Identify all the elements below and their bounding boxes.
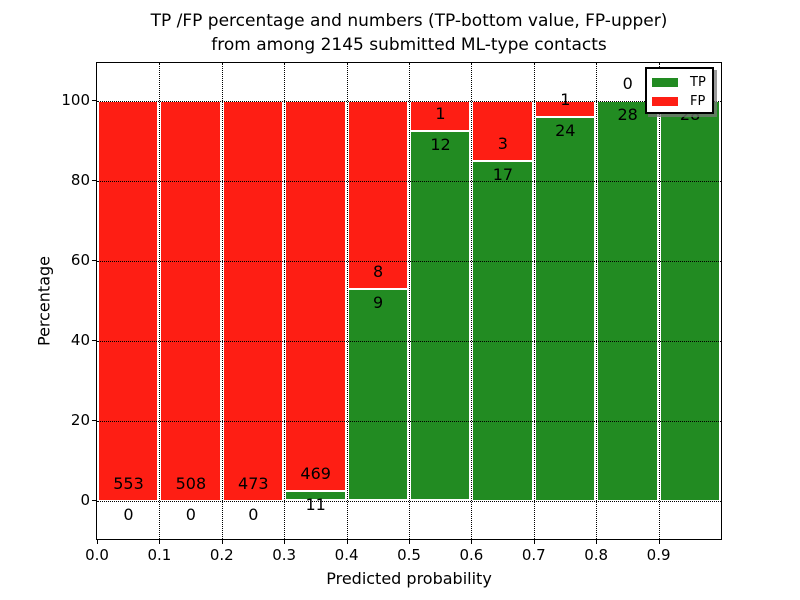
x-tick-mark [596,540,598,544]
x-tick-mark [471,540,473,544]
tp-count-label: 24 [555,120,576,140]
tp-count-label: 9 [373,292,384,312]
bar-tp-segment [597,100,658,501]
y-tick-mark [92,500,96,501]
legend-swatch-fp [652,97,678,106]
bar-tp-segment [659,100,720,501]
tp-count-label: 11 [305,495,326,515]
x-tick-label: 0.6 [459,546,484,564]
bar-fp-segment [347,100,408,289]
y-tick-mark [92,100,96,101]
tp-count-label: 0 [123,504,134,524]
bar-fp-segment [222,100,284,501]
y-tick-mark [92,180,96,181]
bar-tp-segment [534,116,596,501]
legend-swatch-tp [652,78,678,87]
gridline-horizontal [97,420,721,422]
fp-count-label: 553 [113,473,144,493]
y-tick-mark [92,340,96,341]
gridline-vertical [596,63,598,539]
bar-tp-segment [285,491,346,501]
bar-fp-segment [98,100,159,501]
tp-count-label: 17 [492,164,514,184]
y-tick-mark [92,260,96,261]
x-tick-label: 0.5 [397,546,421,564]
fp-count-label: 1 [435,104,446,124]
fp-count-label: 3 [497,133,508,153]
x-tick-mark [221,540,223,544]
gridline-horizontal [97,340,721,342]
gridline-horizontal [97,100,721,102]
y-tick-label: 40 [70,331,90,349]
x-tick-label: 0.2 [209,546,234,564]
y-tick-label: 80 [70,171,90,189]
x-tick-label: 0.4 [334,546,359,564]
x-tick-mark [533,540,535,544]
tp-count-label: 0 [248,504,259,524]
gridline-vertical [409,63,410,539]
gridline-vertical [533,63,535,539]
y-tick-label: 60 [70,251,90,269]
gridline-vertical [471,63,473,539]
legend: TP FP [645,67,714,114]
y-tick-label: 0 [80,491,90,509]
bar-tp-segment [410,131,471,501]
x-tick-mark [284,540,286,544]
y-tick-label: 20 [70,411,90,429]
fp-count-label: 473 [238,473,269,493]
y-tick-mark [92,420,96,421]
x-tick-mark [159,540,161,544]
legend-label-tp: TP [690,75,706,90]
gridline-horizontal [97,180,721,182]
x-tick-mark [97,540,98,544]
x-tick-label: 0.3 [272,546,297,564]
x-axis-label: Predicted probability [326,569,492,588]
x-tick-mark [409,540,410,544]
gridline-vertical [159,63,161,539]
fp-count-label: 8 [373,261,384,281]
bar-fp-segment [472,100,533,161]
bar-fp-segment [160,100,221,501]
gridline-vertical [284,63,286,539]
x-tick-label: 0.8 [584,546,609,564]
x-tick-label: 0.9 [646,546,671,564]
x-tick-label: 0.7 [521,546,546,564]
x-tick-label: 0.1 [147,546,172,564]
tp-count-label: 0 [185,504,196,524]
tp-count-label: 28 [617,104,638,124]
x-tick-mark [658,540,660,544]
chart-title: TP /FP percentage and numbers (TP-bottom… [96,9,722,57]
fp-count-label: 508 [175,473,207,493]
fp-count-label: 469 [300,464,331,484]
chart-title-line2: from among 2145 submitted ML-type contac… [211,35,607,55]
x-tick-mark [346,540,348,544]
bar-fp-segment [285,100,346,492]
chart-title-line1: TP /FP percentage and numbers (TP-bottom… [150,11,668,31]
legend-item: FP [652,92,712,111]
legend-item: TP [652,73,712,92]
tp-count-label: 12 [430,135,451,155]
gridline-vertical [221,63,223,539]
x-tick-label: 0.0 [85,546,109,564]
legend-label-fp: FP [690,94,706,109]
gridline-vertical [346,63,348,539]
gridline-horizontal [97,260,721,262]
gridline-vertical [658,63,660,539]
y-tick-label: 100 [61,91,90,109]
bar-tp-segment [347,288,408,501]
bar-tp-segment [472,160,533,501]
fp-count-label: 1 [560,89,571,109]
gridline-horizontal [97,500,721,502]
fp-count-label: 0 [622,73,633,93]
